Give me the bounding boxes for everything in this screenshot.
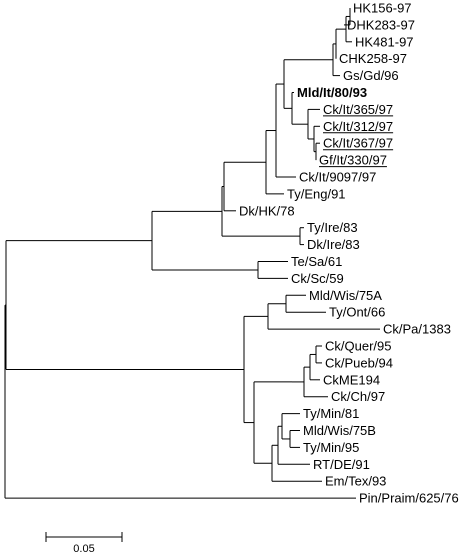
leaf-label-mldwis75a: Mld/Wis/75A — [309, 288, 382, 303]
leaf-label-hk156: HK156-97 — [353, 1, 412, 16]
scale-bar: 0.05 — [45, 532, 123, 555]
leaf-label-tyeng: Ty/Eng/91 — [287, 186, 346, 201]
leaf-label-cksc: Ck/Sc/59 — [291, 271, 344, 286]
leaf-label-tyire: Ty/Ire/83 — [307, 220, 358, 235]
leaf-label-mldit: Mld/It/80/93 — [297, 85, 367, 100]
leaf-label-ckit365: Ck/It/365/97 — [323, 102, 393, 117]
leaf-label-tesa: Te/Sa/61 — [291, 254, 342, 269]
leaf-label-mldwis75b: Mld/Wis/75B — [303, 423, 376, 438]
leaf-label-dkire: Dk/Ire/83 — [307, 237, 360, 252]
leaf-label-emtex: Em/Tex/93 — [325, 474, 386, 489]
leaf-label-ckit9097: Ck/It/9097/97 — [299, 170, 376, 185]
leaf-label-dhk283: DHK283-97 — [347, 17, 415, 32]
scale-bar-label: 0.05 — [73, 543, 94, 554]
leaf-label-ckquer: Ck/Quer/95 — [325, 339, 391, 354]
leaf-label-dkhk: Dk/HK/78 — [239, 203, 295, 218]
leaf-label-hk481: HK481-97 — [355, 34, 414, 49]
leaf-label-chk258: CHK258-97 — [339, 51, 407, 66]
leaf-label-gsgd: Gs/Gd/96 — [343, 68, 399, 83]
leaf-label-ckme: CkME194 — [323, 372, 380, 387]
leaf-label-ckpueb: Ck/Pueb/94 — [325, 355, 393, 370]
leaf-label-ckit367: Ck/It/367/97 — [323, 136, 393, 151]
leaf-label-tymin81: Ty/Min/81 — [303, 406, 359, 421]
leaf-label-tymin95: Ty/Min/95 — [303, 440, 359, 455]
leaf-label-gfit330: Gf/It/330/97 — [319, 153, 387, 168]
leaf-label-tyont: Ty/Ont/66 — [329, 305, 385, 320]
leaf-label-ckch: Ck/Ch/97 — [331, 389, 385, 404]
leaf-label-ckit312: Ck/It/312/97 — [323, 119, 393, 134]
leaf-label-rtde: RT/DE/91 — [313, 457, 370, 472]
tree-branches — [4, 8, 380, 499]
leaf-label-ckpa: Ck/Pa/1383 — [383, 322, 451, 337]
leaf-label-pinpraim: Pin/Praim/625/76 — [359, 491, 459, 506]
